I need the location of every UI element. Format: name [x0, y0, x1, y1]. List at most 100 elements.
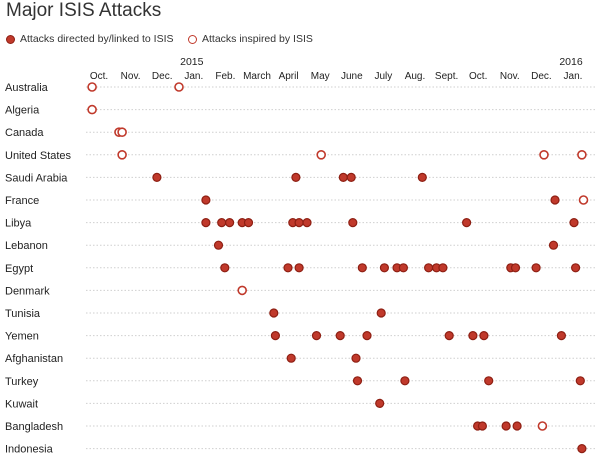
attack-point-inspired: [117, 127, 127, 137]
country-label: Algeria: [5, 105, 40, 117]
attack-point-directed: [269, 308, 279, 318]
country-label: Egypt: [5, 263, 33, 275]
attack-point-directed: [379, 263, 389, 273]
attack-point-inspired: [87, 104, 97, 115]
attack-point-directed: [462, 218, 472, 228]
country-label: Libya: [5, 218, 32, 230]
country-label: United States: [5, 150, 72, 162]
month-tick-label: Feb.: [215, 71, 235, 82]
attack-point-inspired: [117, 150, 127, 160]
attack-point-directed: [220, 263, 230, 273]
month-tick-label: Aug.: [405, 71, 426, 82]
country-label: Kuwait: [5, 398, 38, 410]
attack-point-directed: [548, 240, 559, 250]
attack-point-directed: [291, 172, 301, 182]
attack-point-inspired: [537, 421, 548, 431]
month-tick-label: May: [311, 71, 330, 82]
attack-point-directed: [510, 263, 521, 273]
legend-item-directed: Attacks directed by/linked to ISIS: [6, 33, 174, 45]
month-tick-label: Jan.: [184, 71, 203, 82]
year-label: 2016: [559, 56, 583, 68]
attack-point-directed: [286, 353, 296, 363]
attack-point-directed: [225, 218, 235, 228]
attack-point-directed: [417, 172, 427, 182]
attack-point-inspired: [316, 150, 327, 160]
attack-point-directed: [201, 195, 211, 205]
legend-swatch-directed: [6, 34, 15, 44]
month-tick-label: July: [375, 71, 393, 82]
attack-point-directed: [376, 308, 386, 318]
attack-point-directed: [283, 263, 293, 273]
month-tick-label: Nov.: [500, 71, 520, 82]
attack-point-inspired: [577, 150, 587, 160]
attack-point-directed: [201, 218, 211, 228]
attack-point-inspired: [237, 285, 247, 296]
attack-point-directed: [213, 240, 224, 250]
month-tick-label: March: [243, 71, 271, 82]
attack-point-inspired: [87, 82, 97, 92]
country-label: Canada: [5, 127, 44, 139]
legend-swatch-inspired: [188, 34, 197, 44]
attack-point-directed: [351, 353, 361, 363]
attack-point-directed: [479, 331, 489, 341]
attack-point-directed: [362, 331, 372, 341]
attack-point-directed: [294, 263, 304, 273]
month-tick-label: Oct.: [469, 71, 487, 82]
legend-label-directed: Attacks directed by/linked to ISIS: [20, 33, 174, 45]
attack-point-directed: [335, 331, 345, 341]
attack-point-directed: [294, 218, 304, 228]
attack-point-directed: [400, 376, 410, 386]
attack-point-directed: [424, 263, 434, 273]
attack-point-inspired: [578, 195, 589, 205]
attack-point-directed: [556, 331, 567, 341]
attack-point-directed: [477, 421, 487, 431]
attack-point-directed: [512, 421, 522, 431]
attack-point-inspired: [539, 150, 549, 160]
chart-title: Major ISIS Attacks: [6, 0, 162, 21]
attack-point-directed: [346, 172, 356, 182]
country-label: France: [5, 195, 39, 207]
attack-point-directed: [468, 331, 478, 341]
attack-point-directed: [338, 172, 348, 182]
attack-point-directed: [375, 398, 385, 408]
month-tick-label: Dec.: [531, 71, 552, 82]
country-label: Australia: [5, 82, 49, 94]
country-label: Afghanistan: [5, 353, 63, 365]
country-label: Yemen: [5, 331, 39, 343]
attack-point-directed: [577, 444, 587, 454]
country-label: Turkey: [5, 376, 39, 388]
country-label: Lebanon: [5, 240, 48, 252]
attack-point-directed: [570, 263, 581, 273]
month-tick-label: Jan.: [564, 71, 583, 82]
attack-point-directed: [352, 376, 363, 386]
attack-point-directed: [438, 263, 448, 273]
country-label: Saudi Arabia: [5, 172, 68, 184]
month-tick-label: Dec.: [152, 71, 173, 82]
attack-point-directed: [444, 331, 454, 341]
attack-point-directed: [348, 218, 358, 228]
month-tick-label: Nov.: [121, 71, 141, 82]
year-label: 2015: [180, 56, 204, 68]
attack-point-directed: [575, 376, 585, 386]
attack-point-directed: [243, 218, 254, 228]
month-tick-label: June: [341, 71, 363, 82]
attack-point-directed: [398, 263, 408, 273]
attack-point-directed: [270, 331, 280, 341]
country-label: Indonesia: [5, 444, 54, 456]
attack-point-directed: [501, 421, 511, 431]
attack-point-directed: [311, 331, 322, 341]
legend-label-inspired: Attacks inspired by ISIS: [202, 33, 313, 45]
attack-point-directed: [152, 172, 162, 182]
attack-point-directed: [357, 263, 367, 273]
legend-item-inspired: Attacks inspired by ISIS: [188, 33, 313, 45]
attack-point-directed: [550, 195, 560, 205]
attack-point-directed: [531, 263, 541, 273]
month-tick-label: Oct.: [90, 71, 108, 82]
country-label: Tunisia: [5, 308, 41, 320]
attack-point-directed: [302, 218, 312, 228]
attack-point-inspired: [174, 82, 184, 92]
attack-point-directed: [484, 376, 494, 386]
month-tick-label: Sept.: [435, 71, 458, 82]
attack-point-directed: [217, 218, 227, 228]
